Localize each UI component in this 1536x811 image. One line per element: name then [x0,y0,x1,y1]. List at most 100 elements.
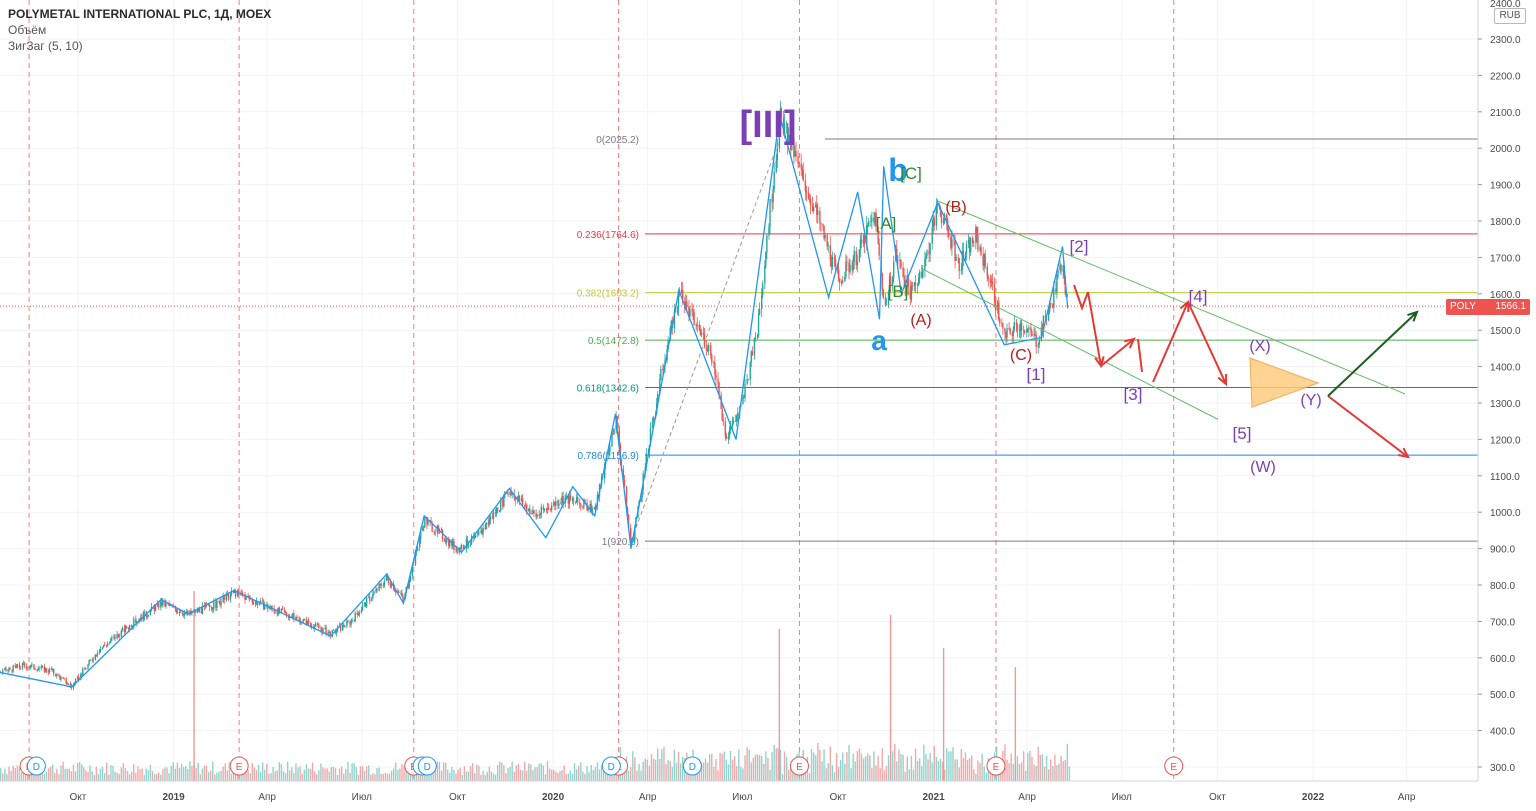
candle-body [55,673,57,677]
candle-body [245,595,247,600]
volume-bar [47,768,50,781]
volume-bar [320,763,322,781]
volume-bar [679,763,682,781]
volume-bar [542,765,545,781]
volume-bar [222,766,224,781]
volume-bar [480,774,482,781]
candle-body [459,547,461,550]
volume-bar [471,763,474,781]
candle-body [775,160,777,172]
candle-body [993,284,996,303]
candle-body [149,610,152,616]
time-axis-label: Июл [352,792,372,803]
candle-body [652,417,655,421]
earnings-marker[interactable]: E [229,756,249,776]
candle-body [445,539,448,543]
candle-body [1012,329,1014,337]
volume-bar [1056,765,1058,781]
candle-body [589,503,591,510]
candle-body [536,514,538,517]
volume-bar [983,766,985,781]
dividend-marker[interactable]: D [601,756,621,776]
symbol-title[interactable]: POLYMETAL INTERNATIONAL PLC, 1Д, MOEX [8,7,272,21]
candle-body [965,244,968,255]
candle-body [1059,264,1061,271]
candle-body [230,590,233,595]
candle-body [189,610,191,615]
volume-bar [667,760,669,781]
volume-bar [191,765,193,781]
wave-label-a-lower: a [871,325,887,356]
candle-body [165,603,167,607]
zigzag-indicator-label[interactable]: ЗигЗаг (5, 10) [8,39,83,53]
candle-body [804,180,807,191]
candlestick-series [0,100,1069,691]
volume-bar [827,763,829,781]
candle-body [558,503,560,506]
volume-bar [754,754,757,781]
candle-body [531,512,533,515]
candle-body [870,221,872,223]
volume-bar [488,766,491,781]
earnings-marker[interactable]: E [789,756,809,776]
volume-bar [368,765,370,781]
volume-bar [885,766,888,781]
candle-body [769,199,771,227]
candle-body [15,666,17,668]
candle-body [389,582,392,587]
dividend-marker[interactable]: D [26,756,46,776]
candle-body [264,606,266,610]
time-axis-label: Июл [1112,792,1132,803]
volume-bar [937,761,940,781]
candle-body [699,329,702,335]
volume-bar [615,773,617,781]
candle-body [725,435,728,439]
volume-bar [1022,751,1025,781]
candle-body [371,598,373,602]
price-axis-label-top: 2400.0 [1490,0,1521,10]
candle-body [487,522,489,525]
candle-body [233,590,236,593]
dividend-marker[interactable]: D [682,756,702,776]
earnings-marker[interactable]: E [1164,756,1184,776]
currency-unit-button[interactable]: RUB [1494,8,1526,24]
volume-bar [713,766,715,781]
candle-body [1052,304,1054,308]
earnings-marker-letter: E [236,762,243,773]
volume-bar [359,766,362,781]
earnings-marker[interactable]: E [986,756,1006,776]
candle-body [833,257,836,260]
candle-body [826,235,828,247]
candle-body [913,282,916,287]
candle-body [881,273,883,291]
volume-bar [251,763,253,781]
candle-body [1047,311,1050,321]
volume-bar [960,749,962,781]
candle-body [942,218,945,224]
volume-spike-bar [942,648,945,781]
candle-body [1048,303,1051,312]
candle-body [99,649,102,653]
candle-body [469,543,472,546]
volume-bar [526,770,528,781]
volume-bar [921,766,923,781]
candle-body [369,597,371,602]
volume-bar [1031,756,1033,781]
candle-body [397,591,399,593]
candle-body [1033,334,1035,337]
candle-body [504,491,506,495]
candle-body [133,618,135,627]
candle-body [766,235,768,253]
candle-body [494,512,497,514]
dividend-marker[interactable]: D [417,756,437,776]
candle-body [382,585,384,587]
volume-bar [56,768,58,781]
candle-body [782,118,785,134]
candle-body [773,171,775,190]
volume-indicator-label[interactable]: Объём [8,23,47,37]
volume-bar [226,770,229,781]
volume-bar [189,761,191,781]
candle-body [765,252,767,266]
candle-body [688,306,690,317]
